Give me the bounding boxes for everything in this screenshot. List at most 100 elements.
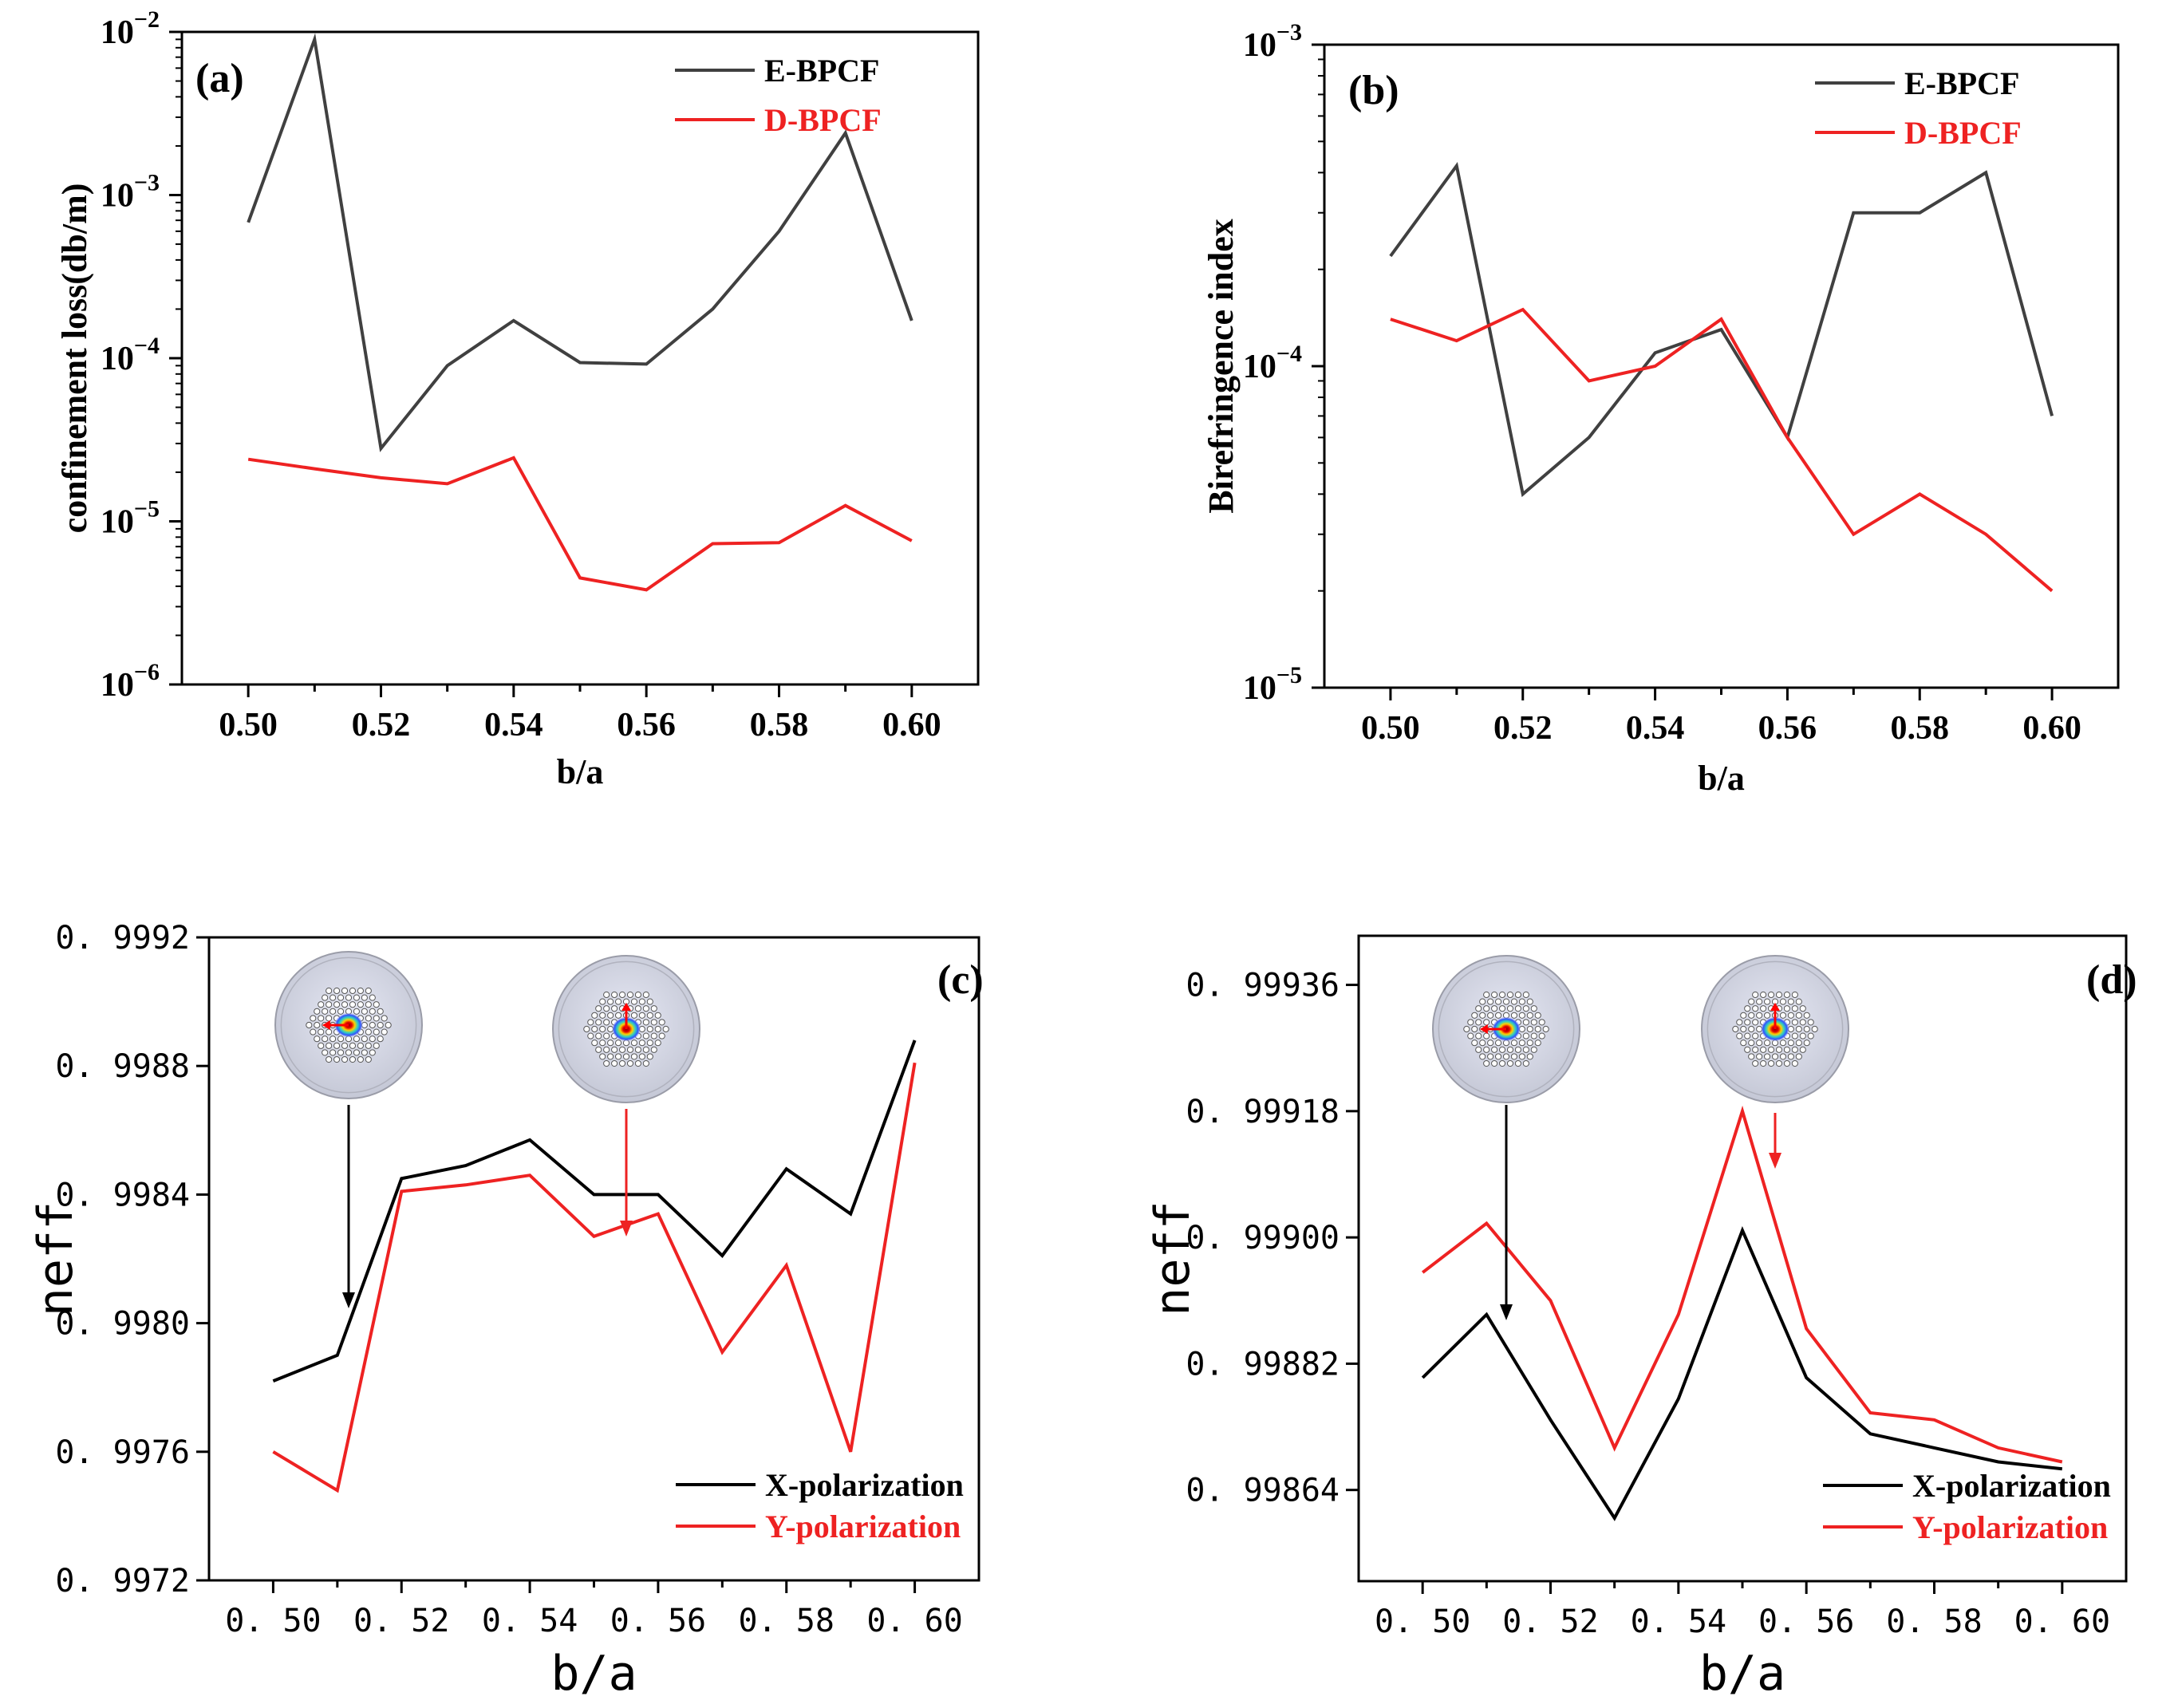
air-hole bbox=[1744, 1005, 1751, 1012]
air-hole bbox=[634, 1046, 641, 1053]
y-tick-label: 10−6 bbox=[101, 659, 160, 704]
air-hole bbox=[599, 1053, 606, 1060]
y-tick-exponent: −5 bbox=[1276, 662, 1302, 688]
air-hole bbox=[591, 1012, 598, 1019]
y-tick-label: 10−3 bbox=[1243, 19, 1302, 64]
y-tick-label: 0. 99936 bbox=[1186, 968, 1340, 1004]
air-hole bbox=[599, 1039, 606, 1047]
panel-d: 0. 50 0. 52 0. 54 0. 56 0. 58 0. 60 0. 99864 0.… bbox=[1145, 934, 2137, 1702]
y-tick-exponent: −6 bbox=[134, 659, 160, 685]
y-tick-label: 0. 99864 bbox=[1186, 1473, 1340, 1509]
air-hole bbox=[1783, 1046, 1790, 1053]
y-tick-label: 0. 9984 bbox=[55, 1177, 190, 1213]
air-hole bbox=[1475, 1032, 1482, 1039]
air-hole bbox=[1498, 1005, 1506, 1012]
air-hole bbox=[333, 1001, 341, 1008]
air-hole bbox=[599, 1025, 606, 1033]
air-hole bbox=[1771, 1053, 1779, 1060]
air-hole bbox=[1732, 1025, 1739, 1033]
air-hole bbox=[1522, 1032, 1529, 1039]
air-hole bbox=[1506, 1046, 1514, 1053]
air-hole bbox=[1775, 1046, 1783, 1053]
air-hole bbox=[1487, 998, 1494, 1005]
air-hole bbox=[361, 1008, 368, 1015]
air-hole bbox=[1494, 1012, 1502, 1019]
callout-arrow-head bbox=[1769, 1153, 1781, 1169]
air-hole bbox=[341, 1001, 349, 1008]
air-hole bbox=[1542, 1025, 1549, 1033]
air-hole bbox=[1756, 1039, 1763, 1047]
fiber-pml-ring bbox=[558, 961, 695, 1098]
legend-label: E-BPCF bbox=[1904, 65, 2019, 101]
air-hole bbox=[603, 1046, 610, 1053]
air-hole bbox=[349, 1001, 357, 1008]
air-hole bbox=[326, 1055, 333, 1063]
air-hole bbox=[1479, 1012, 1486, 1019]
air-hole bbox=[618, 1046, 626, 1053]
air-hole bbox=[646, 1012, 653, 1019]
air-hole bbox=[314, 1008, 321, 1015]
air-hole bbox=[1791, 991, 1798, 999]
air-hole bbox=[349, 1055, 357, 1063]
air-hole bbox=[1767, 1046, 1775, 1053]
x-tick-label: 0. 50 bbox=[225, 1603, 321, 1639]
air-hole bbox=[1530, 1005, 1537, 1012]
x-axis-label: b/a bbox=[1699, 1646, 1785, 1702]
field-arrow-head bbox=[621, 1002, 631, 1011]
y-tick-label: 0. 9972 bbox=[55, 1563, 190, 1600]
air-hole bbox=[1736, 1032, 1743, 1039]
air-hole bbox=[365, 1042, 372, 1049]
air-hole bbox=[1506, 1005, 1514, 1012]
air-hole bbox=[1783, 1005, 1790, 1012]
air-hole bbox=[1752, 1046, 1759, 1053]
series-line-y-polarization bbox=[1421, 1105, 2063, 1464]
air-hole bbox=[345, 994, 353, 1001]
air-hole bbox=[1795, 998, 1802, 1005]
air-hole bbox=[373, 1028, 380, 1035]
legend-label: D-BPCF bbox=[1904, 115, 2022, 151]
x-axis-label: b/a bbox=[550, 1646, 637, 1702]
fiber-mode-inset bbox=[274, 951, 423, 1099]
air-hole bbox=[1752, 1019, 1759, 1026]
air-hole bbox=[1799, 1005, 1806, 1012]
air-hole bbox=[1807, 1019, 1814, 1026]
air-hole bbox=[1522, 1059, 1529, 1067]
air-hole bbox=[662, 1025, 669, 1033]
y-tick-label: 0. 9980 bbox=[55, 1306, 190, 1343]
air-hole bbox=[1518, 998, 1525, 1005]
y-tick-label: 10−5 bbox=[1243, 662, 1302, 707]
air-hole bbox=[1479, 998, 1486, 1005]
air-hole bbox=[1518, 1053, 1525, 1060]
air-hole bbox=[1763, 998, 1771, 1005]
air-hole bbox=[1799, 1046, 1806, 1053]
air-hole bbox=[361, 994, 368, 1001]
air-hole bbox=[654, 1039, 661, 1047]
air-hole bbox=[1807, 1032, 1814, 1039]
air-hole bbox=[587, 1019, 594, 1026]
x-tick-label: 0.52 bbox=[1493, 710, 1553, 747]
x-tick-label: 0. 56 bbox=[1758, 1603, 1854, 1640]
y-tick-mantissa: 10 bbox=[1243, 349, 1276, 385]
series-line-e-bpcf bbox=[1389, 161, 2054, 498]
air-hole bbox=[365, 1015, 372, 1022]
field-arrow-head bbox=[1479, 1024, 1488, 1034]
air-hole bbox=[318, 1042, 325, 1049]
air-hole bbox=[1538, 1019, 1545, 1026]
y-tick-label: 10−3 bbox=[101, 170, 160, 215]
air-hole bbox=[1783, 991, 1790, 999]
air-hole bbox=[377, 1008, 384, 1015]
air-hole bbox=[658, 1032, 665, 1039]
air-hole bbox=[1475, 1046, 1482, 1053]
air-hole bbox=[1514, 1046, 1521, 1053]
air-hole bbox=[1502, 998, 1510, 1005]
air-hole bbox=[1779, 1012, 1787, 1019]
air-hole bbox=[1787, 998, 1794, 1005]
air-hole bbox=[1795, 1053, 1802, 1060]
air-hole bbox=[357, 1042, 364, 1049]
air-hole bbox=[1522, 1005, 1529, 1012]
air-hole bbox=[1510, 998, 1518, 1005]
air-hole bbox=[385, 1021, 392, 1029]
air-hole bbox=[1744, 1019, 1751, 1026]
x-tick-label: 0. 58 bbox=[739, 1603, 835, 1639]
air-hole bbox=[361, 1049, 368, 1056]
